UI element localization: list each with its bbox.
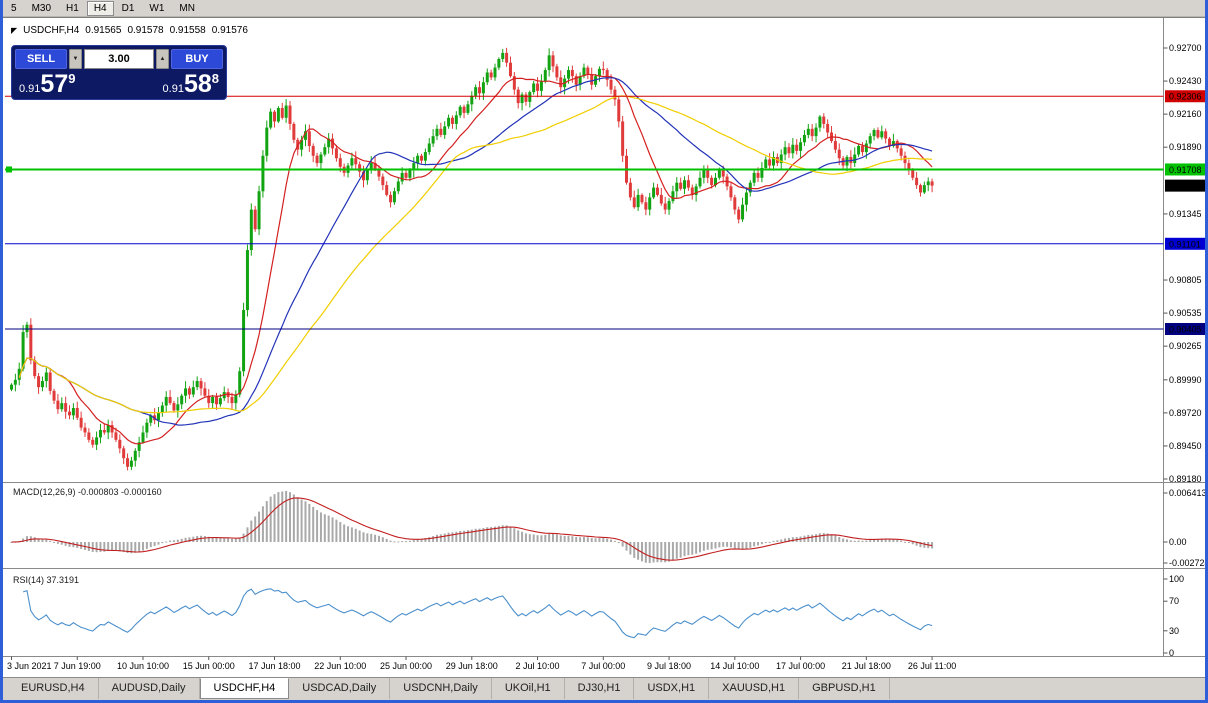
chart-tab-UKOil-H1[interactable]: UKOil,H1 bbox=[492, 678, 565, 699]
chart-tab-DJ30-H1[interactable]: DJ30,H1 bbox=[565, 678, 635, 699]
volume-decrease-button[interactable]: ▼ bbox=[69, 49, 82, 69]
buy-price: 0.91588 bbox=[162, 70, 219, 98]
svg-text:0.91345: 0.91345 bbox=[1169, 209, 1202, 219]
chart-tab-USDCNH-Daily[interactable]: USDCNH,Daily bbox=[390, 678, 492, 699]
ohlc-open: 0.91565 bbox=[85, 25, 122, 36]
svg-text:0.89990: 0.89990 bbox=[1169, 375, 1202, 385]
svg-text:7 Jul 00:00: 7 Jul 00:00 bbox=[581, 661, 625, 671]
time-axis: 3 Jun 2021 7 Jun 19:00 10 Jun 10:00 15 Jun … bbox=[7, 656, 956, 671]
level-price-tag bbox=[1165, 237, 1205, 250]
timeframe-button-MN[interactable]: MN bbox=[172, 1, 202, 16]
svg-text:70: 70 bbox=[1169, 596, 1179, 606]
ohlc-low: 0.91558 bbox=[169, 25, 206, 36]
svg-text:25 Jun 00:00: 25 Jun 00:00 bbox=[380, 661, 432, 671]
timeframe-button-D1[interactable]: D1 bbox=[115, 1, 142, 16]
chart-tab-EURUSD-H4[interactable]: EURUSD,H4 bbox=[8, 678, 99, 699]
chart-tabbar: EURUSD,H4 AUDUSD,Daily USDCHF,H4 USDCAD,Dai… bbox=[3, 677, 1205, 699]
svg-text:10 Jun 10:00: 10 Jun 10:00 bbox=[117, 661, 169, 671]
level-price-tag bbox=[1165, 163, 1205, 176]
one-click-toggle-icon[interactable]: ◤ bbox=[11, 25, 18, 35]
rsi-label: RSI(14) 37.3191 bbox=[13, 575, 80, 585]
macd-histogram bbox=[10, 491, 934, 564]
svg-text:0.92160: 0.92160 bbox=[1169, 109, 1202, 119]
ohlc-high: 0.91578 bbox=[127, 25, 164, 36]
timeframe-button-W1[interactable]: W1 bbox=[142, 1, 171, 16]
ma-55-line bbox=[18, 95, 933, 414]
svg-text:22 Jun 10:00: 22 Jun 10:00 bbox=[314, 661, 366, 671]
svg-text:0.00: 0.00 bbox=[1169, 537, 1187, 547]
buy-button[interactable]: BUY bbox=[171, 49, 223, 69]
svg-text:15 Jun 00:00: 15 Jun 00:00 bbox=[183, 661, 235, 671]
svg-text:-0.002724: -0.002724 bbox=[1169, 558, 1205, 568]
svg-text:0.91708: 0.91708 bbox=[1169, 165, 1202, 175]
timeframe-toolbar: 5 M30 H1 H4 D1 W1 MN bbox=[3, 0, 1205, 17]
ohlc-close: 0.91576 bbox=[211, 25, 248, 36]
one-click-trading-panel: SELL ▼ ▲ BUY 0.91579 0.91588 bbox=[11, 45, 227, 100]
svg-text:0.89450: 0.89450 bbox=[1169, 441, 1202, 451]
svg-text:0.89720: 0.89720 bbox=[1169, 408, 1202, 418]
rsi-axis: 100 70 30 0 bbox=[1163, 574, 1184, 658]
chart-title: ◤ USDCHF,H4 0.91565 0.91578 0.91558 0.91… bbox=[11, 25, 254, 36]
svg-text:0.89180: 0.89180 bbox=[1169, 474, 1202, 484]
chart-tab-AUDUSD-Daily[interactable]: AUDUSD,Daily bbox=[99, 678, 200, 699]
rsi-line bbox=[22, 588, 933, 639]
level-price-tag bbox=[1165, 323, 1205, 336]
sell-price: 0.91579 bbox=[19, 70, 76, 98]
timeframe-button-H1[interactable]: H1 bbox=[59, 1, 86, 16]
timeframe-button-H4[interactable]: H4 bbox=[86, 0, 114, 16]
svg-text:17 Jun 18:00: 17 Jun 18:00 bbox=[249, 661, 301, 671]
macd-axis: 0.006413 0.00 -0.002724 bbox=[1163, 488, 1205, 568]
svg-text:0.91576: 0.91576 bbox=[1169, 181, 1202, 191]
svg-text:3 Jun 2021: 3 Jun 2021 bbox=[7, 661, 52, 671]
current-price-tag: 0.91576 bbox=[1165, 179, 1205, 192]
svg-text:0: 0 bbox=[1169, 648, 1174, 658]
macd-signal-line bbox=[11, 497, 933, 561]
symbol-period-label: USDCHF,H4 bbox=[23, 25, 80, 36]
chart-canvas[interactable]: 0.923060.917080.911010.904050.915760.927… bbox=[3, 18, 1205, 678]
svg-text:7 Jun 19:00: 7 Jun 19:00 bbox=[54, 661, 101, 671]
level-lines[interactable]: 0.92306 0.91708 0.91101 0.90405 bbox=[5, 90, 1205, 336]
chart-tab-GBPUSD-H1[interactable]: GBPUSD,H1 bbox=[799, 678, 890, 699]
svg-text:0.91101: 0.91101 bbox=[1169, 239, 1201, 249]
timeframe-button-M30[interactable]: M30 bbox=[25, 1, 58, 16]
chart-tab-USDCAD-Daily[interactable]: USDCAD,Daily bbox=[289, 678, 391, 699]
svg-text:14 Jul 10:00: 14 Jul 10:00 bbox=[710, 661, 759, 671]
chart-tab-USDX-H1[interactable]: USDX,H1 bbox=[634, 678, 710, 699]
one-click-prices: 0.91579 0.91588 bbox=[15, 69, 223, 97]
svg-text:9 Jul 18:00: 9 Jul 18:00 bbox=[647, 661, 691, 671]
svg-text:0.90805: 0.90805 bbox=[1169, 275, 1202, 285]
sell-button[interactable]: SELL bbox=[15, 49, 67, 69]
svg-text:0.92306: 0.92306 bbox=[1169, 92, 1202, 102]
level-price-tag bbox=[1165, 90, 1205, 103]
svg-text:30: 30 bbox=[1169, 626, 1179, 636]
svg-text:0.90535: 0.90535 bbox=[1169, 308, 1202, 318]
svg-text:0.91890: 0.91890 bbox=[1169, 142, 1202, 152]
candlestick-layer bbox=[10, 47, 934, 471]
svg-text:0.90265: 0.90265 bbox=[1169, 341, 1202, 351]
svg-text:0.90405: 0.90405 bbox=[1169, 325, 1202, 335]
ma-13-line bbox=[18, 73, 933, 445]
pane-frame bbox=[3, 18, 1205, 657]
volume-input[interactable] bbox=[84, 49, 154, 69]
svg-text:21 Jul 18:00: 21 Jul 18:00 bbox=[842, 661, 891, 671]
ma-34-line bbox=[18, 77, 933, 426]
timeframe-button-5[interactable]: 5 bbox=[4, 1, 24, 16]
svg-text:2 Jul 10:00: 2 Jul 10:00 bbox=[516, 661, 560, 671]
svg-text:17 Jul 00:00: 17 Jul 00:00 bbox=[776, 661, 825, 671]
svg-text:0.006413: 0.006413 bbox=[1169, 488, 1205, 498]
macd-label: MACD(12,26,9) -0.000803 -0.000160 bbox=[13, 487, 162, 497]
svg-text:0.92430: 0.92430 bbox=[1169, 76, 1202, 86]
volume-increase-button[interactable]: ▲ bbox=[156, 49, 169, 69]
svg-text:29 Jun 18:00: 29 Jun 18:00 bbox=[446, 661, 498, 671]
svg-text:100: 100 bbox=[1169, 574, 1184, 584]
chart-area: 0.92306 0.91708 0.91101 0.90405 0.91576 0.927… bbox=[3, 17, 1205, 677]
price-axis: 0.92700 0.92430 0.92160 0.91890 0.91345 0.908… bbox=[1163, 43, 1202, 484]
chart-tab-USDCHF-H4[interactable]: USDCHF,H4 bbox=[199, 678, 290, 699]
svg-text:26 Jul 11:00: 26 Jul 11:00 bbox=[908, 661, 956, 671]
svg-text:0.92700: 0.92700 bbox=[1169, 43, 1202, 53]
chart-tab-XAUUSD-H1[interactable]: XAUUSD,H1 bbox=[709, 678, 800, 699]
